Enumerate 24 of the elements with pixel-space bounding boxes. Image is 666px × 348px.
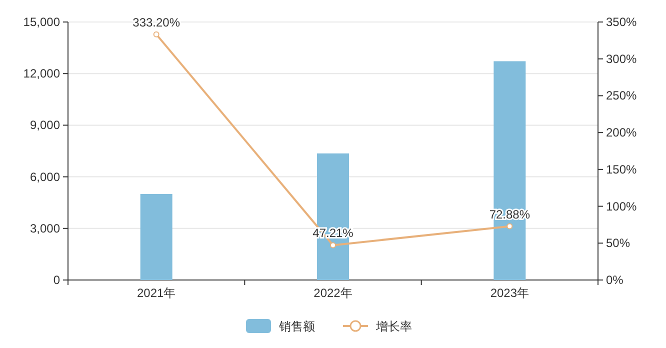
y-tick-label: 9,000 bbox=[30, 118, 60, 132]
y2-tick-label: 200% bbox=[606, 126, 638, 140]
point bbox=[330, 242, 336, 248]
y2-tick-label: 50% bbox=[606, 236, 630, 250]
x-tick-label: 2021年 bbox=[136, 286, 176, 300]
y2-tick-label: 100% bbox=[606, 199, 638, 214]
y2-tick-label: 0% bbox=[606, 273, 624, 287]
x-tick-label: 2022年 bbox=[314, 286, 352, 300]
y-tick-label: 3,000 bbox=[30, 221, 60, 236]
y-tick-label: 0 bbox=[53, 273, 60, 287]
legend-label: 销售额 bbox=[278, 320, 315, 334]
x-tick-label: 2023年 bbox=[490, 286, 530, 300]
y2-tick-label: 150% bbox=[606, 162, 638, 176]
data-label: 333.20% bbox=[132, 15, 180, 30]
y2-tick-label: 250% bbox=[606, 88, 638, 103]
bar bbox=[140, 194, 172, 280]
y-tick-label: 15,000 bbox=[23, 15, 60, 29]
y-tick-label: 6,000 bbox=[30, 170, 60, 184]
y2-tick-label: 300% bbox=[606, 52, 638, 66]
y-tick-label: 12,000 bbox=[23, 66, 60, 81]
legend-label: 增长率 bbox=[375, 320, 412, 334]
y2-tick-label: 350% bbox=[606, 15, 638, 29]
point bbox=[153, 31, 160, 38]
point bbox=[506, 223, 513, 230]
